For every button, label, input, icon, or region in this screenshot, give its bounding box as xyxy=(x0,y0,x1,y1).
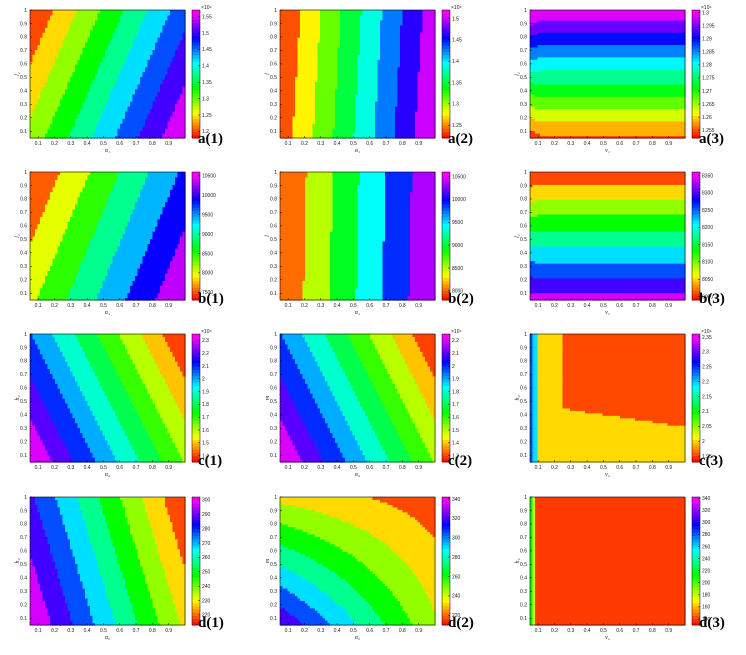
y-tick-label: 0.3 xyxy=(20,102,27,108)
panel-label: a(1) xyxy=(198,131,223,148)
colorbar-tick-label: 1.5 xyxy=(202,31,209,37)
x-tick-label: 0.6 xyxy=(116,141,123,147)
colorbar-segment xyxy=(192,122,200,126)
x-tick-label: 0.3 xyxy=(67,141,74,147)
chart-a1: 0.1 0.2 0.3 0.4 0.5 0.6 0.7 0.8 0.9 0.1 0.2 0.3 0.4 0… xyxy=(16,6,264,168)
colorbar-segment xyxy=(192,10,200,14)
colorbar-segment xyxy=(192,55,200,59)
x-tick-label: 0.9 xyxy=(165,141,172,147)
contour-fill xyxy=(280,10,436,139)
colorbar-segment xyxy=(192,39,200,43)
colorbar-segment xyxy=(192,71,200,75)
colorbar-segment xyxy=(192,36,200,40)
colorbar-segment xyxy=(192,52,200,56)
colorbar-tick-label: 1.45 xyxy=(202,47,212,53)
colorbar-segment xyxy=(192,77,200,81)
colorbar-tick-label: 1.4 xyxy=(202,64,209,70)
colorbar-tick-label: 1.25 xyxy=(202,113,212,119)
colorbar-segment xyxy=(192,16,200,20)
colorbar-segment xyxy=(192,106,200,110)
x-tick-label: 0.7 xyxy=(133,141,140,147)
colorbar-segment xyxy=(192,20,200,24)
y-tick-label: 0.5 xyxy=(20,75,27,81)
colorbar-segment xyxy=(192,93,200,97)
y-tick-label: 0.9 xyxy=(20,21,27,27)
colorbar-exponent: ×10⁴ xyxy=(201,5,212,11)
y-tick-label: 0.7 xyxy=(20,48,27,54)
colorbar-segment xyxy=(192,125,200,129)
x-tick-label: 0.8 xyxy=(149,141,156,147)
y-tick-label: 1 xyxy=(24,8,27,14)
colorbar-segment xyxy=(192,87,200,91)
y-tick-label: 0.6 xyxy=(20,62,27,68)
colorbar-segment xyxy=(192,96,200,100)
colorbar-tick-label: 1.3 xyxy=(202,96,209,102)
colorbar-segment xyxy=(192,100,200,104)
x-tick-label: 0.5 xyxy=(100,141,107,147)
colorbar-segment xyxy=(192,58,200,62)
x-tick-label: 0.4 xyxy=(84,141,91,147)
colorbar-segment xyxy=(192,48,200,52)
colorbar-segment xyxy=(192,74,200,78)
colorbar-segment xyxy=(192,64,200,68)
colorbar-segment xyxy=(192,45,200,49)
colorbar-segment xyxy=(192,103,200,107)
colorbar-segment xyxy=(192,26,200,30)
colorbar: 1.551.51.451.41.351.31.251.2×10⁴ xyxy=(192,5,212,139)
colorbar-tick-label: 1.35 xyxy=(202,80,212,86)
plot-area: 0.1 0.2 0.3 0.4 0.5 0.6 0.7 0.8 0.9 0.1 0.2 0.3 0.4 0… xyxy=(15,5,212,154)
colorbar-segment xyxy=(192,23,200,27)
colorbar-segment xyxy=(192,84,200,88)
y-tick-label: 0.8 xyxy=(20,35,27,41)
colorbar-segment xyxy=(192,29,200,33)
colorbar-segment xyxy=(192,68,200,72)
colorbar-segment xyxy=(192,42,200,46)
x-tick-label: 0.2 xyxy=(51,141,58,147)
y-axis-label: l₁ xyxy=(15,72,21,76)
colorbar-tick-label: 1.55 xyxy=(202,14,212,20)
colorbar-segment xyxy=(192,90,200,94)
colorbar-segment xyxy=(192,109,200,113)
contour-fill xyxy=(30,10,186,139)
y-tick-label: 0.2 xyxy=(20,116,27,122)
colorbar-segment xyxy=(192,119,200,123)
x-tick-label: 0.1 xyxy=(35,141,42,147)
x-axis-label: α₁ xyxy=(105,148,110,154)
colorbar-segment xyxy=(192,112,200,116)
y-tick-label: 0.1 xyxy=(20,129,27,135)
y-tick-label: 0.4 xyxy=(20,89,27,95)
colorbar-segment xyxy=(192,61,200,65)
colorbar-segment xyxy=(192,116,200,120)
panel-a1: 0.1 0.2 0.3 0.4 0.5 0.6 0.7 0.8 0.9 0.1 0.2 0.3 0.4 0… xyxy=(16,6,264,168)
